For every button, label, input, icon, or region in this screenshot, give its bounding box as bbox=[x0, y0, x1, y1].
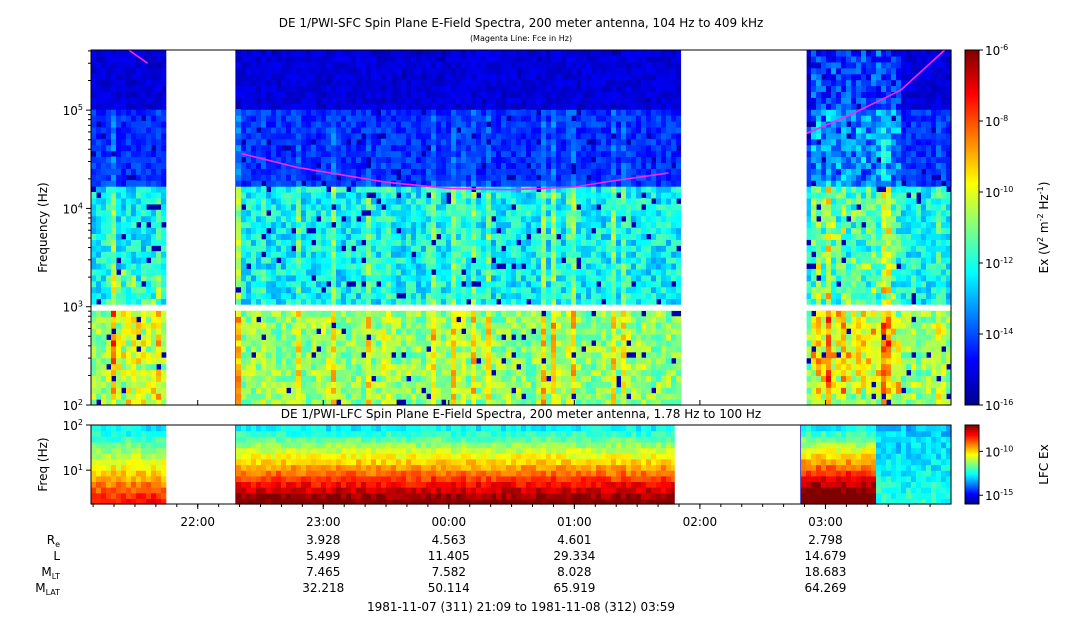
ephemeris-value: 8.028 bbox=[557, 565, 591, 579]
ephemeris-value: 14.679 bbox=[804, 549, 846, 563]
lfc-ytick-label: 102 bbox=[63, 418, 83, 433]
sfc-colorbar-tick-label: 10-12 bbox=[985, 256, 1013, 271]
sfc-colorbar-label: Ex (V2 m-2 Hz-1) bbox=[1036, 182, 1051, 274]
overlays bbox=[128, 49, 946, 191]
ephemeris-value: 65.919 bbox=[553, 581, 595, 595]
lfc-colorbar-tick-label: 10-10 bbox=[985, 444, 1013, 459]
ephemeris-value: 50.114 bbox=[428, 581, 470, 595]
sfc-title: DE 1/PWI-SFC Spin Plane E-Field Spectra,… bbox=[278, 16, 764, 30]
sfc-ytick-label: 104 bbox=[63, 201, 83, 216]
sfc-frame bbox=[90, 49, 952, 406]
lfc-ytick-label: 101 bbox=[63, 463, 83, 478]
xtick-label: 03:00 bbox=[808, 515, 843, 529]
sfc-colorbar bbox=[964, 49, 980, 406]
sfc-data-gap bbox=[681, 50, 807, 405]
lfc-frame bbox=[90, 424, 952, 505]
ephemeris-row-label: MLT bbox=[41, 565, 60, 581]
sfc-spectrogram bbox=[91, 50, 952, 406]
fce-line bbox=[128, 49, 148, 64]
xtick-label: 00:00 bbox=[432, 515, 467, 529]
sfc-colorbar-tick-label: 10-14 bbox=[985, 327, 1013, 342]
ephemeris-row-label: Re bbox=[47, 533, 60, 549]
time-range-label: 1981-11-07 (311) 21:09 to 1981-11-08 (31… bbox=[366, 600, 676, 614]
ephemeris-value: 3.928 bbox=[306, 533, 340, 547]
ephemeris-value: 18.683 bbox=[804, 565, 846, 579]
ephemeris-table: Re 3.928 4.563 4.601 2.798 L 5.499 11.405 29.334… bbox=[35, 533, 846, 597]
ephemeris-value: 64.269 bbox=[804, 581, 846, 595]
xtick-label: 23:00 bbox=[306, 515, 341, 529]
sfc-ytick-label: 105 bbox=[63, 103, 83, 118]
ephemeris-row-label: MLAT bbox=[35, 581, 60, 597]
colorbars: 10-6 10-8 10-10 10-12 10-14 10-16 Ex (V2 m-2 H… bbox=[964, 43, 1051, 505]
xtick-label: 01:00 bbox=[557, 515, 592, 529]
ephemeris-value: 7.582 bbox=[432, 565, 466, 579]
lfc-spectrogram bbox=[91, 425, 952, 505]
xtick-label: 22:00 bbox=[180, 515, 215, 529]
sfc-colorbar-tick-label: 10-16 bbox=[985, 398, 1013, 413]
lfc-colorbar-label: LFC Ex bbox=[1037, 444, 1051, 484]
ephemeris-value: 32.218 bbox=[302, 581, 344, 595]
ephemeris-value: 11.405 bbox=[428, 549, 470, 563]
sfc-data-gap bbox=[166, 50, 236, 405]
ephemeris-value: 2.798 bbox=[808, 533, 842, 547]
lfc-ylabel: Freq (Hz) bbox=[36, 437, 50, 491]
sfc-colorbar-tick-label: 10-8 bbox=[985, 114, 1008, 129]
ephemeris-value: 4.601 bbox=[557, 533, 591, 547]
lfc-title: DE 1/PWI-LFC Spin Plane E-Field Spectra,… bbox=[280, 407, 762, 421]
lfc-colorbar-tick-label: 10-15 bbox=[985, 488, 1013, 503]
lfc-colorbar bbox=[964, 424, 980, 505]
sfc-colorbar-tick-label: 10-6 bbox=[985, 43, 1008, 58]
sfc-ylabel: Frequency (Hz) bbox=[36, 182, 50, 273]
ephemeris-value: 5.499 bbox=[306, 549, 340, 563]
sfc-subtitle: (Magenta Line: Fce in Hz) bbox=[469, 34, 573, 43]
sfc-band-boundary bbox=[91, 304, 951, 311]
fce-line bbox=[241, 152, 669, 191]
fce-line bbox=[806, 49, 946, 135]
lfc-data-gap bbox=[674, 425, 801, 504]
xtick-label: 02:00 bbox=[683, 515, 718, 529]
ephemeris-value: 7.465 bbox=[306, 565, 340, 579]
sfc-ytick-label: 102 bbox=[63, 398, 83, 413]
sfc-ytick-label: 103 bbox=[63, 300, 83, 315]
ephemeris-value: 29.334 bbox=[553, 549, 595, 563]
ephemeris-row-label: L bbox=[53, 549, 60, 563]
sfc-colorbar-tick-label: 10-10 bbox=[985, 185, 1013, 200]
ephemeris-value: 4.563 bbox=[432, 533, 466, 547]
lfc-data-gap bbox=[166, 425, 236, 504]
axes: 102 103 104 105 Frequency (Hz) 101 102 Freq (Hz… bbox=[36, 49, 952, 529]
